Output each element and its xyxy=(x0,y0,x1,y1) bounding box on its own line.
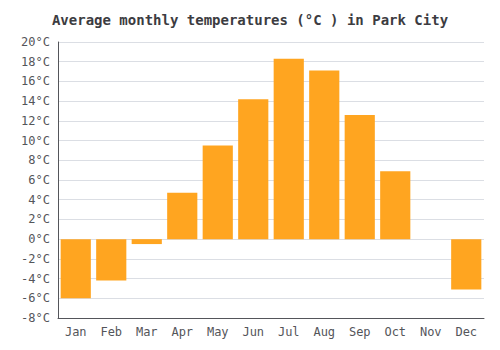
svg-text:0°C: 0°C xyxy=(28,232,50,246)
svg-text:20°C: 20°C xyxy=(21,35,50,49)
svg-text:Mar: Mar xyxy=(136,325,158,339)
svg-text:-8°C: -8°C xyxy=(21,311,50,325)
svg-text:Dec: Dec xyxy=(455,325,477,339)
svg-text:14°C: 14°C xyxy=(21,94,50,108)
svg-text:2°C: 2°C xyxy=(28,212,50,226)
svg-text:-2°C: -2°C xyxy=(21,252,50,266)
svg-text:4°C: 4°C xyxy=(28,193,50,207)
svg-text:Sep: Sep xyxy=(349,325,371,339)
svg-text:12°C: 12°C xyxy=(21,114,50,128)
svg-text:Aug: Aug xyxy=(313,325,335,339)
svg-text:Jun: Jun xyxy=(242,325,264,339)
svg-text:10°C: 10°C xyxy=(21,134,50,148)
svg-text:Apr: Apr xyxy=(171,325,193,339)
svg-text:Feb: Feb xyxy=(100,325,122,339)
svg-text:-6°C: -6°C xyxy=(21,291,50,305)
svg-text:8°C: 8°C xyxy=(28,153,50,167)
svg-text:18°C: 18°C xyxy=(21,55,50,69)
svg-text:16°C: 16°C xyxy=(21,74,50,88)
svg-text:Jul: Jul xyxy=(278,325,300,339)
svg-text:Jan: Jan xyxy=(65,325,87,339)
svg-text:6°C: 6°C xyxy=(28,173,50,187)
svg-text:May: May xyxy=(207,325,229,339)
svg-text:Oct: Oct xyxy=(384,325,406,339)
svg-text:Average monthly temperatures (: Average monthly temperatures (°C ) in Pa… xyxy=(52,12,449,28)
svg-text:Nov: Nov xyxy=(420,325,442,339)
svg-text:-4°C: -4°C xyxy=(21,272,50,286)
